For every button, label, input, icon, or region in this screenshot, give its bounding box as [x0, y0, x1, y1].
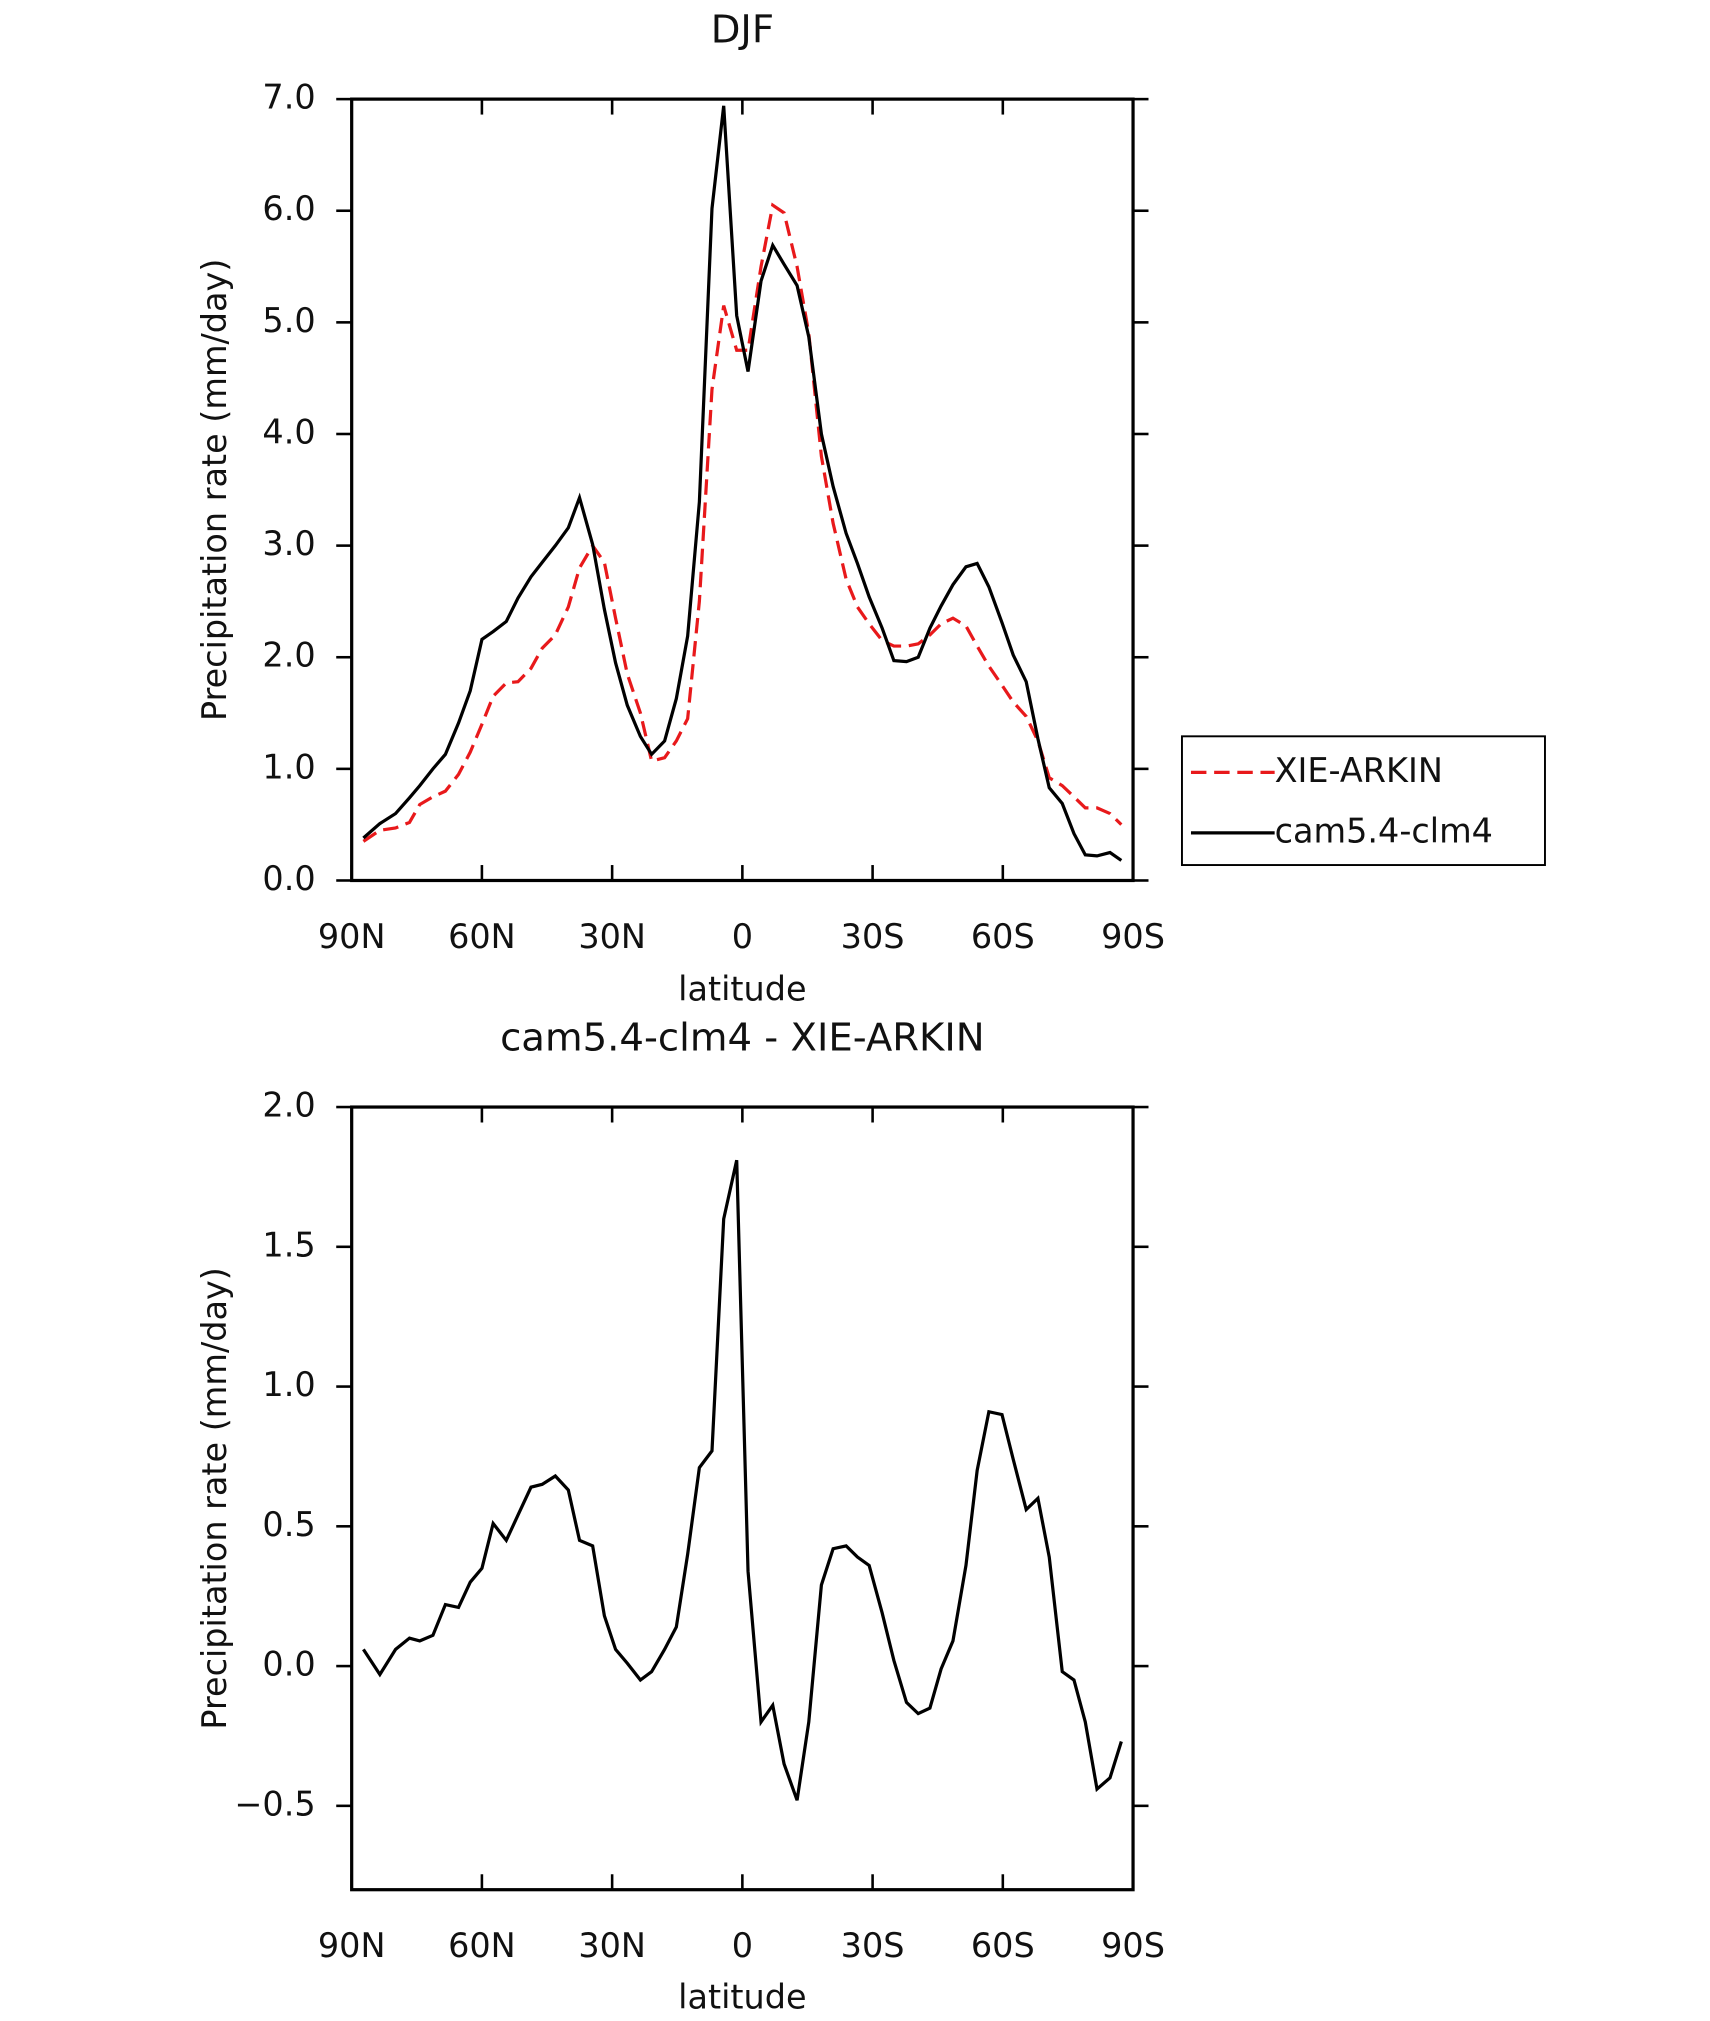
- plot-frame: [350, 97, 1135, 883]
- x-tick-label: 30S: [841, 1926, 905, 1965]
- y-tick-label: 2.0: [262, 636, 315, 675]
- y-axis-label: Precipitation rate (mm/day): [195, 259, 234, 721]
- y-tick-label: 6.0: [262, 189, 315, 228]
- data-line: [362, 202, 1123, 843]
- legend-box: [1180, 735, 1546, 867]
- x-tick-label: 60N: [448, 917, 516, 956]
- x-tick-label: 60S: [971, 917, 1035, 956]
- x-tick-label: 90N: [318, 1926, 386, 1965]
- x-tick-label: 90S: [1101, 1926, 1165, 1965]
- y-axis-label: Precipitation rate (mm/day): [195, 1267, 234, 1729]
- chart-title: cam5.4-clm4 - XIE-ARKIN: [500, 1016, 985, 1061]
- plot-frame: [350, 1105, 1135, 1892]
- x-tick-label: 60N: [448, 1926, 516, 1965]
- y-tick-label: −0.5: [234, 1784, 315, 1823]
- x-tick-label: 0: [732, 917, 753, 956]
- y-tick-label: 0.0: [262, 859, 315, 898]
- data-line: [362, 1159, 1123, 1801]
- legend-label: cam5.4-clm4: [1275, 811, 1493, 850]
- legend-label: XIE-ARKIN: [1275, 751, 1443, 790]
- x-axis-label: latitude: [678, 970, 806, 1009]
- y-tick-label: 3.0: [262, 524, 315, 563]
- x-tick-label: 30N: [578, 917, 646, 956]
- y-tick-label: 5.0: [262, 301, 315, 340]
- y-tick-label: 0.0: [262, 1645, 315, 1684]
- x-tick-label: 60S: [971, 1926, 1035, 1965]
- y-tick-label: 1.0: [262, 1365, 315, 1404]
- y-tick-label: 1.5: [262, 1225, 315, 1264]
- x-tick-label: 30S: [841, 917, 905, 956]
- chart-title: DJF: [711, 8, 774, 53]
- x-axis-label: latitude: [678, 1978, 806, 2017]
- y-tick-label: 2.0: [262, 1086, 315, 1125]
- x-tick-label: 90S: [1101, 917, 1165, 956]
- y-tick-label: 7.0: [262, 78, 315, 117]
- x-tick-label: 0: [732, 1926, 753, 1965]
- x-tick-label: 30N: [578, 1926, 646, 1965]
- data-line: [362, 105, 1123, 862]
- y-tick-label: 4.0: [262, 412, 315, 451]
- y-tick-label: 0.5: [262, 1505, 315, 1544]
- y-tick-label: 1.0: [262, 747, 315, 786]
- x-tick-label: 90N: [318, 917, 386, 956]
